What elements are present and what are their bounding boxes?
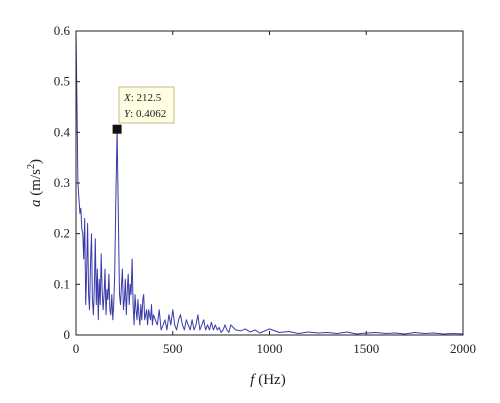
y-axis-unit: (m/s [28,169,44,200]
datatip-x-text: X: 212.5 [123,92,162,104]
series-line-0 [75,30,464,335]
datatip-y-text: Y: 0.4062 [124,108,166,120]
y-axis-title: a (m/s2) [26,159,44,207]
datatip-box [118,86,175,124]
x-tick-label: 500 [163,341,183,356]
y-tick-label: 0.2 [54,226,70,241]
plot-area [76,31,463,335]
y-tick-label: 0.5 [54,74,70,89]
y-tick-label: 0.1 [54,276,70,291]
x-tick-label: 1000 [257,341,283,356]
x-axis-title: f (Hz) [250,372,285,388]
y-tick-label: 0.3 [54,175,70,190]
datatip-marker[interactable] [112,124,122,134]
plot-background [76,31,463,335]
y-axis-unit-close: ) [28,159,44,164]
y-axis-unit-exponent: 2 [26,164,37,169]
x-axis-unit: (Hz) [254,372,285,388]
y-axis-variable: a [28,199,44,207]
ticks-layer: 0 500 1000 1500 2000 0 0.1 0.2 0.3 0.4 0.5 0.6 [54,23,476,356]
datatip[interactable]: X: 212.5 Y: 0.4062 [112,86,175,134]
x-tick-label: 2000 [450,341,476,356]
x-axis-variable: f [250,372,256,388]
y-tick-label: 0.4 [54,124,71,139]
x-tick-label: 1500 [353,341,379,356]
series-layer [75,30,464,335]
y-tick-label: 0.6 [54,23,71,38]
x-tick-label: 0 [73,341,80,356]
y-tick-label: 0 [64,327,71,342]
